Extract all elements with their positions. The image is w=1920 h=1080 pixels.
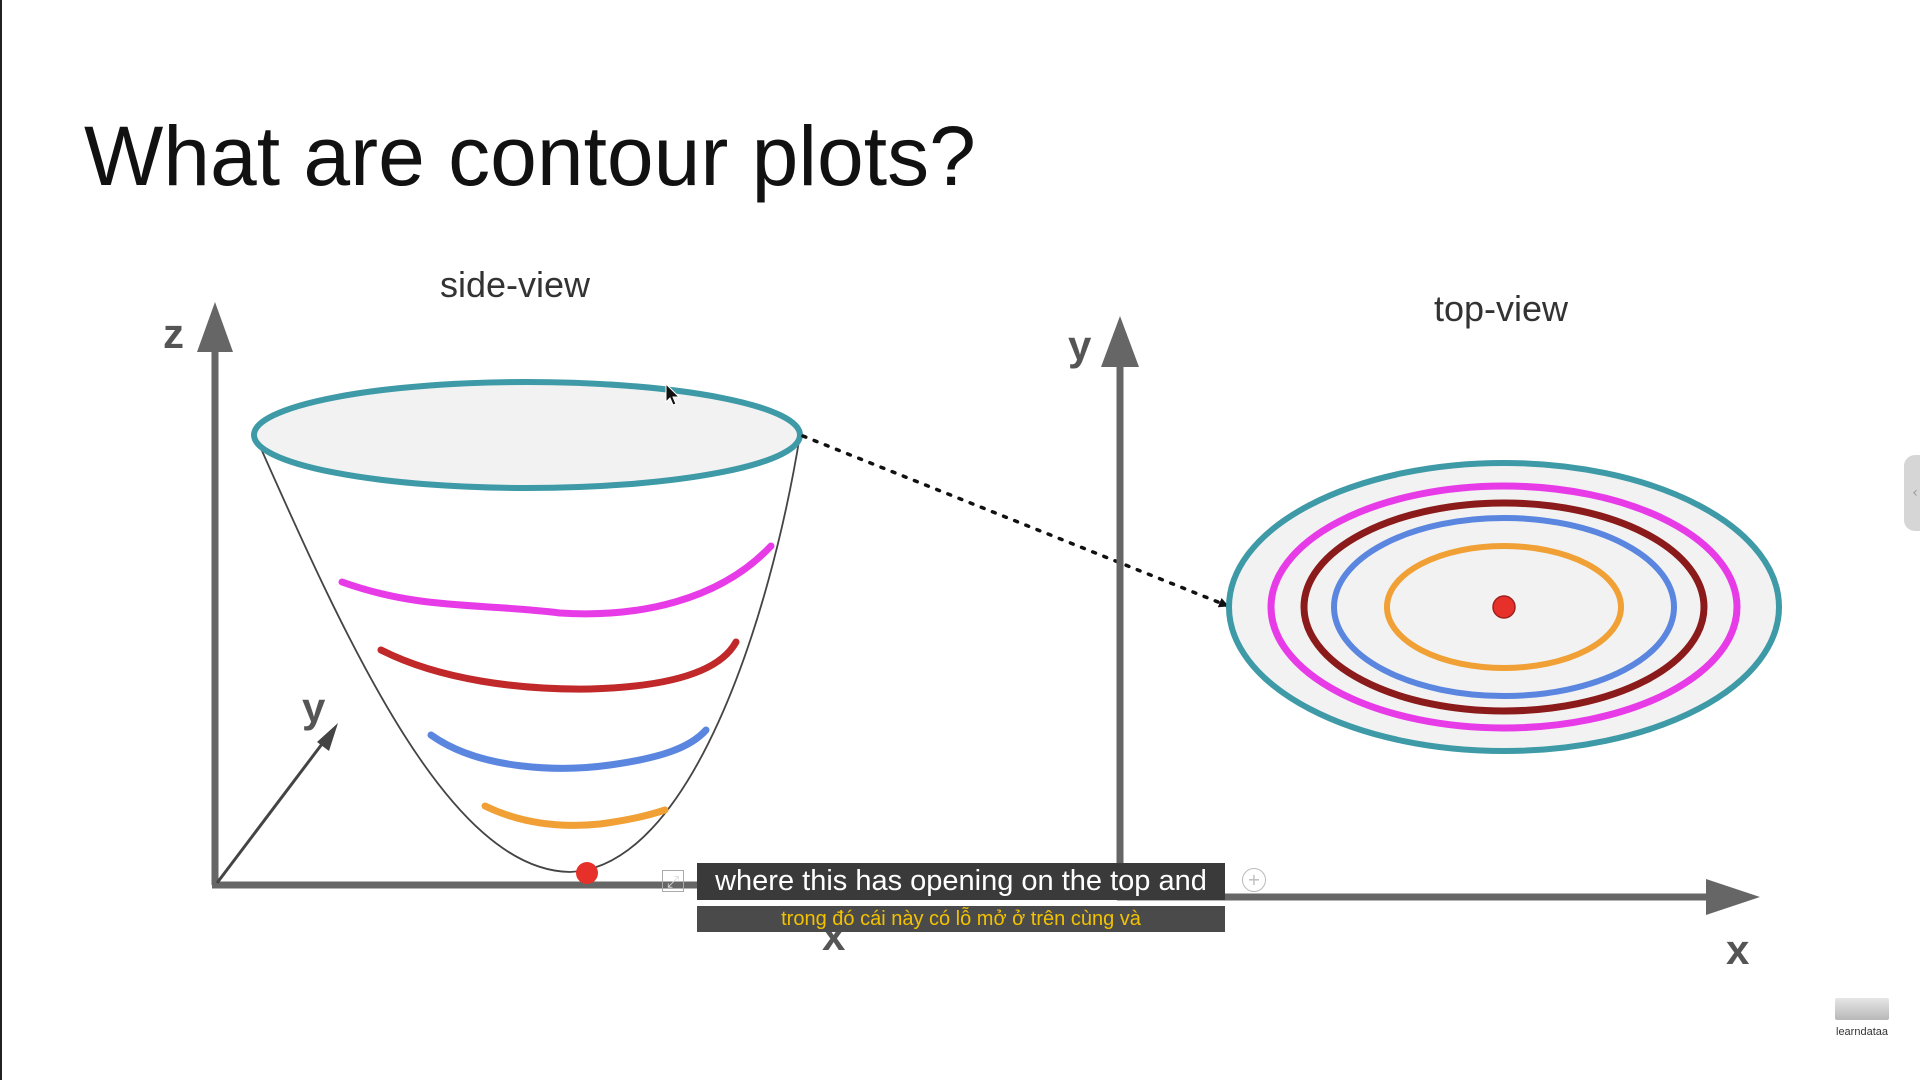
top-y-axis-arrowhead bbox=[1101, 316, 1139, 367]
side-band-red bbox=[377, 638, 740, 693]
side-band-blue bbox=[427, 726, 710, 772]
watermark-text: learndataa bbox=[1836, 1026, 1888, 1038]
projection-dotted-arrow bbox=[801, 434, 1230, 608]
contour-ring-dark-red bbox=[1300, 499, 1708, 715]
side-view-label: side-view bbox=[440, 264, 591, 305]
side-z-axis-arrowhead bbox=[197, 302, 233, 352]
add-circle-icon[interactable]: + bbox=[1242, 868, 1266, 892]
paraboloid-surface bbox=[251, 379, 803, 884]
chevron-left-icon: ‹ bbox=[1912, 485, 1918, 501]
top-x-axis-label: x bbox=[1726, 926, 1750, 973]
slide-title: What are contour plots? bbox=[84, 109, 976, 203]
window-left-edge bbox=[0, 0, 2, 1080]
side-y-axis-arrowhead bbox=[317, 723, 338, 751]
side-z-axis-label: z bbox=[163, 310, 184, 357]
top-view-label: top-view bbox=[1434, 288, 1569, 329]
top-y-axis-label: y bbox=[1068, 322, 1092, 369]
side-band-magenta bbox=[338, 542, 775, 618]
top-minimum-point bbox=[1492, 595, 1516, 619]
contour-ring-magenta bbox=[1267, 482, 1741, 732]
side-band-orange bbox=[481, 802, 669, 829]
watermark-logo bbox=[1835, 998, 1889, 1020]
side-view-axes: z y x bbox=[163, 302, 846, 959]
subtitle-vietnamese: trong đó cái này có lỗ mở ở trên cùng và bbox=[697, 906, 1225, 932]
top-opening-rim bbox=[251, 379, 803, 491]
contour-rings bbox=[1226, 460, 1782, 754]
side-minimum-point bbox=[576, 862, 598, 884]
subtitle-english: where this has opening on the top and bbox=[697, 863, 1225, 900]
channel-watermark[interactable]: learndataa bbox=[1832, 998, 1892, 1038]
side-panel-tab[interactable]: ‹ bbox=[1904, 455, 1920, 531]
side-y-axis-line bbox=[215, 739, 327, 884]
top-x-axis-arrowhead bbox=[1706, 879, 1760, 915]
side-y-axis-label: y bbox=[302, 684, 326, 731]
expand-icon[interactable]: ⤢ bbox=[662, 870, 684, 892]
contour-ring-orange bbox=[1384, 543, 1624, 671]
paraboloid-outline bbox=[254, 434, 801, 873]
mouse-cursor-icon bbox=[665, 382, 681, 406]
contour-ring-blue bbox=[1331, 515, 1677, 699]
